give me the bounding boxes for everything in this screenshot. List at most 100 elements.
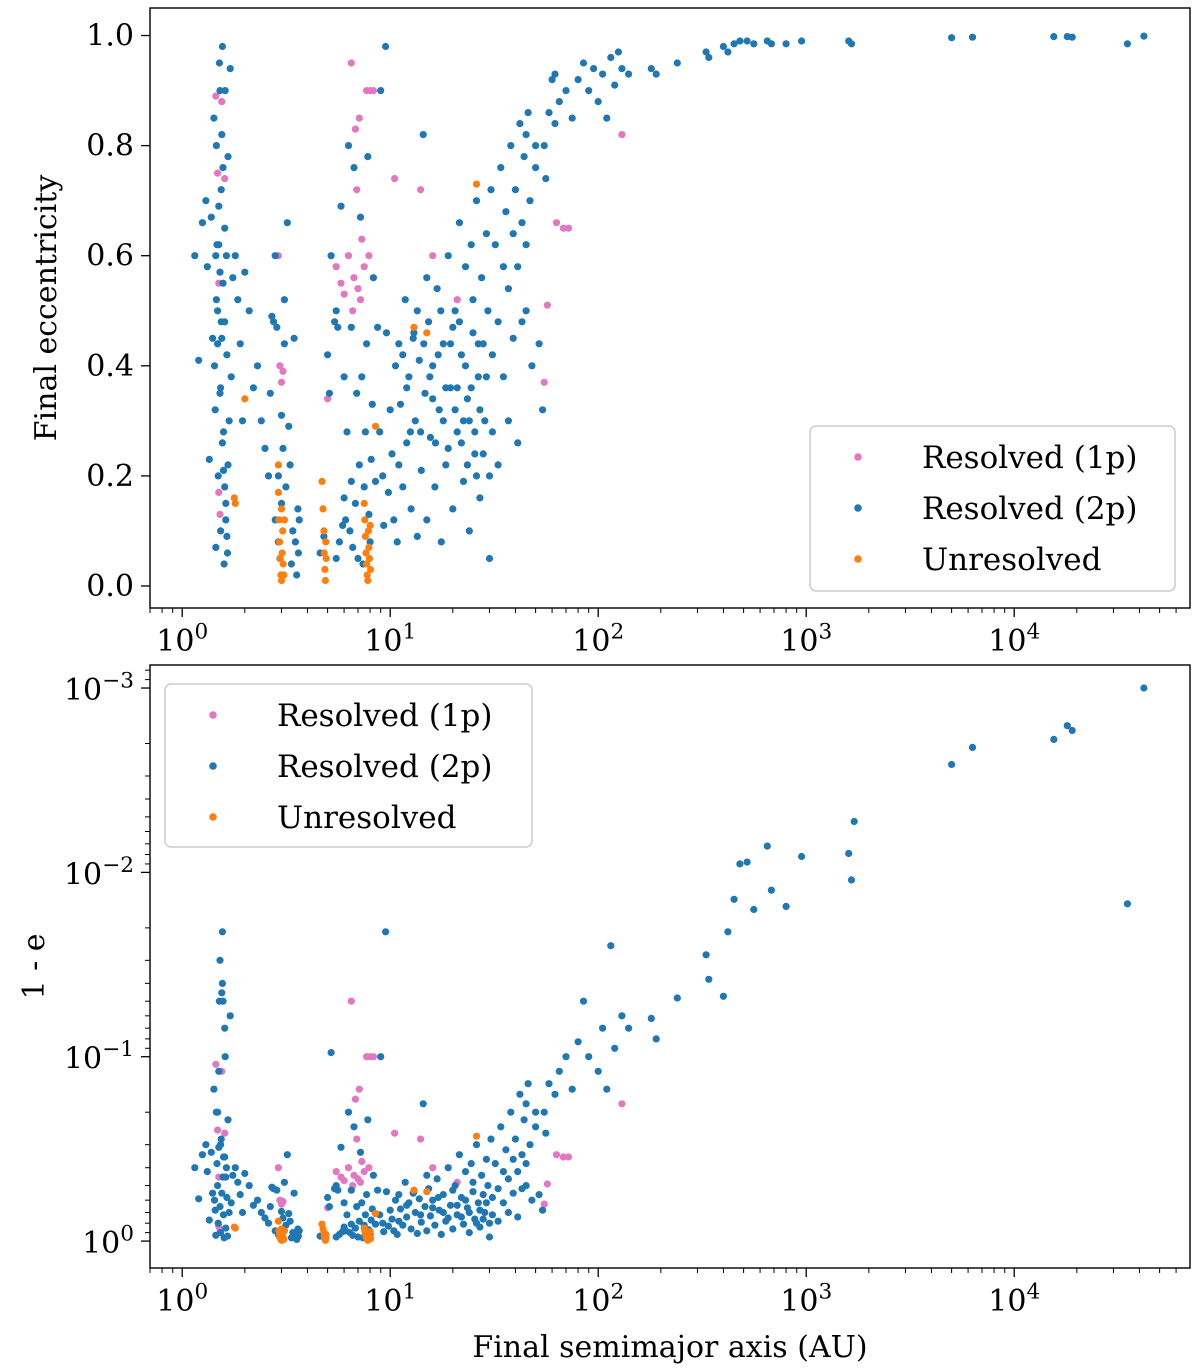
data-point — [249, 1201, 257, 1209]
data-point — [215, 241, 223, 249]
data-point — [568, 1085, 576, 1093]
data-point — [294, 1232, 302, 1240]
data-point — [212, 543, 220, 552]
data-point — [343, 428, 351, 436]
data-point — [474, 1199, 482, 1207]
data-point — [459, 1220, 468, 1228]
data-point — [423, 1188, 431, 1196]
data-point — [365, 510, 373, 518]
data-point — [518, 1185, 526, 1193]
data-point — [320, 549, 328, 557]
data-point — [457, 1213, 465, 1221]
data-point — [502, 1146, 510, 1154]
legend-label: Resolved (1p) — [277, 698, 493, 734]
data-point — [555, 1067, 563, 1075]
data-point — [337, 1143, 345, 1151]
data-point — [276, 554, 284, 563]
data-point — [433, 1175, 441, 1183]
data-point — [229, 274, 237, 282]
data-point — [353, 186, 361, 194]
data-point — [365, 1164, 373, 1172]
data-point — [226, 1012, 234, 1020]
data-point — [702, 48, 710, 56]
data-point — [434, 1193, 442, 1202]
data-point — [219, 1211, 228, 1219]
data-point — [362, 549, 370, 557]
data-point — [280, 1235, 288, 1243]
data-point — [417, 466, 425, 474]
data-point — [322, 1233, 330, 1241]
data-point — [750, 40, 758, 48]
data-point — [673, 994, 681, 1002]
data-point — [625, 1024, 633, 1032]
data-point — [353, 1203, 361, 1211]
data-point — [293, 571, 301, 579]
data-point — [522, 307, 530, 315]
data-point — [273, 323, 281, 331]
data-point — [403, 439, 411, 447]
data-point — [280, 1178, 288, 1186]
data-point — [479, 1215, 487, 1223]
data-point — [543, 301, 552, 309]
data-point — [845, 849, 853, 858]
data-point — [555, 98, 563, 106]
data-point — [363, 571, 371, 579]
data-point — [282, 483, 290, 491]
data-point — [590, 65, 598, 73]
data-point — [429, 1164, 437, 1172]
data-point — [358, 235, 366, 243]
data-point — [365, 543, 373, 552]
bottom-panel-one-minus-e: 100 101 102 103 104 100 10−1 10−2 10−3 1 - e Final… — [17, 664, 1191, 1365]
y-axis-label: Final eccentricity — [29, 175, 64, 442]
data-point — [399, 483, 407, 491]
data-point — [221, 483, 229, 491]
data-point — [469, 1178, 477, 1186]
data-point — [364, 527, 372, 535]
data-point — [222, 1224, 230, 1232]
data-point — [499, 1199, 507, 1207]
data-point — [730, 895, 738, 903]
data-point — [431, 483, 439, 491]
data-point — [218, 334, 226, 342]
legend-marker — [209, 762, 217, 770]
data-point — [455, 1151, 463, 1159]
data-point — [369, 274, 377, 282]
data-point — [214, 472, 222, 480]
data-point — [234, 1178, 242, 1186]
data-point — [366, 538, 374, 546]
data-point — [471, 428, 479, 436]
y-tick-label: 10−3 — [64, 668, 134, 708]
data-point — [724, 928, 732, 936]
data-point — [344, 1164, 353, 1172]
data-point — [391, 362, 400, 370]
data-point — [285, 1210, 293, 1218]
data-point — [280, 1227, 288, 1235]
data-point — [579, 997, 588, 1005]
data-point — [472, 1141, 481, 1149]
data-point — [231, 1224, 239, 1232]
data-point — [218, 979, 226, 988]
data-point — [497, 164, 505, 172]
data-point — [507, 1108, 515, 1116]
data-point — [332, 554, 340, 563]
data-point — [423, 516, 431, 524]
data-point — [396, 400, 405, 408]
data-point — [1050, 33, 1058, 41]
data-point — [847, 876, 856, 884]
data-point — [539, 1206, 547, 1214]
data-point — [364, 576, 372, 585]
data-point — [332, 307, 340, 315]
data-point — [367, 455, 375, 463]
data-point — [355, 461, 363, 469]
y-tick-label: 1.0 — [86, 19, 134, 54]
data-point — [216, 1203, 224, 1211]
data-point — [564, 224, 573, 232]
data-point — [552, 1151, 561, 1159]
data-point — [380, 1228, 388, 1236]
legend-label: Resolved (2p) — [277, 749, 493, 785]
data-point — [743, 858, 751, 866]
data-point — [236, 340, 244, 348]
data-point — [730, 40, 738, 48]
data-point — [285, 422, 293, 430]
data-point — [446, 340, 455, 348]
